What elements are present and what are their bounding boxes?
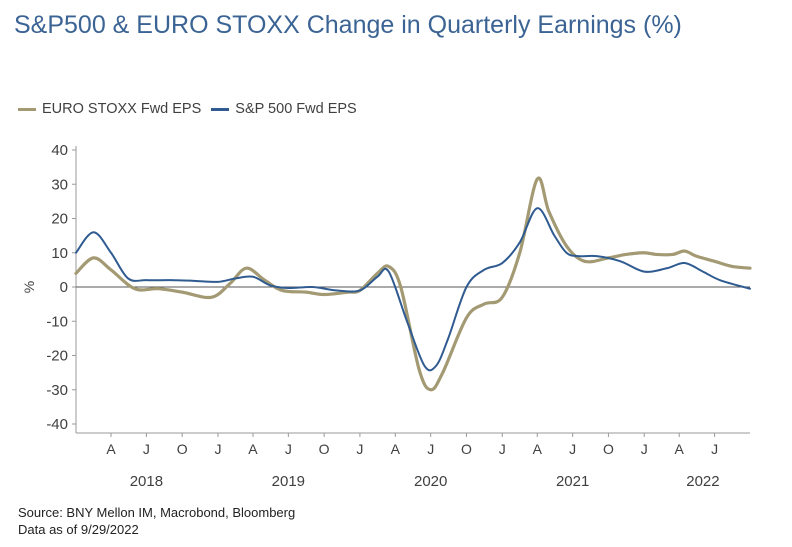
x-tick-label: J xyxy=(356,441,363,457)
legend-item-sp: S&P 500 Fwd EPS xyxy=(211,101,357,117)
chart-series xyxy=(74,176,752,392)
y-tick-label: -40 xyxy=(46,416,68,433)
x-tick-label: A xyxy=(533,441,543,457)
legend-swatch-euro xyxy=(18,107,36,111)
x-tick-label: J xyxy=(427,441,434,457)
line-chart: -40 -30 -20 -10 0 10 20 30 40% A J O J A J O J A J O J A J O J A J… xyxy=(21,142,752,490)
y-tick-label: -20 xyxy=(46,348,68,365)
legend-label-euro: EURO STOXX Fwd EPS xyxy=(42,101,202,117)
x-tick-label: J xyxy=(143,441,150,457)
date-note: Data as of 9/29/2022 xyxy=(18,522,139,537)
y-tick-label: 10 xyxy=(51,245,68,262)
chart-footer: Source: BNY Mellon IM, Macrobond, Bloomb… xyxy=(18,504,295,538)
x-tick-label: A xyxy=(106,441,116,457)
legend-label-sp: S&P 500 Fwd EPS xyxy=(235,101,357,117)
y-axis-label: % xyxy=(21,281,37,293)
year-label: 2019 xyxy=(272,473,305,490)
y-tick-label: 40 xyxy=(51,142,68,159)
series-line-euro-stoxx xyxy=(74,176,752,392)
x-tick-label: A xyxy=(675,441,685,457)
legend-swatch-sp xyxy=(211,107,230,111)
x-tick-label: O xyxy=(461,441,472,457)
x-tick-label: O xyxy=(319,441,330,457)
year-label: 2022 xyxy=(686,473,719,490)
series-line-sp500 xyxy=(75,207,751,372)
y-tick-label: -10 xyxy=(46,313,68,330)
x-tick-label: A xyxy=(248,441,258,457)
x-tick-label: J xyxy=(569,441,576,457)
x-tick-label: O xyxy=(177,441,188,457)
y-tick-label: 0 xyxy=(60,279,68,296)
legend: EURO STOXX Fwd EPS S&P 500 Fwd EPS xyxy=(18,101,357,117)
x-tick-label: J xyxy=(214,441,221,457)
legend-item-euro: EURO STOXX Fwd EPS xyxy=(18,101,201,117)
x-tick-label: J xyxy=(499,441,506,457)
chart-title: S&P500 & EURO STOXX Change in Quarterly … xyxy=(14,11,682,39)
chart-axes: -40 -30 -20 -10 0 10 20 30 40% A J O J A J O J A J O J A J O J A J… xyxy=(21,142,750,490)
y-tick-label: 30 xyxy=(51,176,68,193)
x-tick-label: J xyxy=(711,441,718,457)
source-note: Source: BNY Mellon IM, Macrobond, Bloomb… xyxy=(18,505,296,520)
x-tick-label: A xyxy=(391,441,401,457)
year-label: 2021 xyxy=(556,473,589,490)
year-label: 2018 xyxy=(130,473,163,490)
x-tick-label: O xyxy=(603,441,614,457)
x-tick-label: J xyxy=(285,441,292,457)
y-tick-label: -30 xyxy=(46,382,68,399)
year-label: 2020 xyxy=(414,473,447,490)
y-tick-label: 20 xyxy=(51,211,68,228)
x-tick-label: J xyxy=(641,441,648,457)
